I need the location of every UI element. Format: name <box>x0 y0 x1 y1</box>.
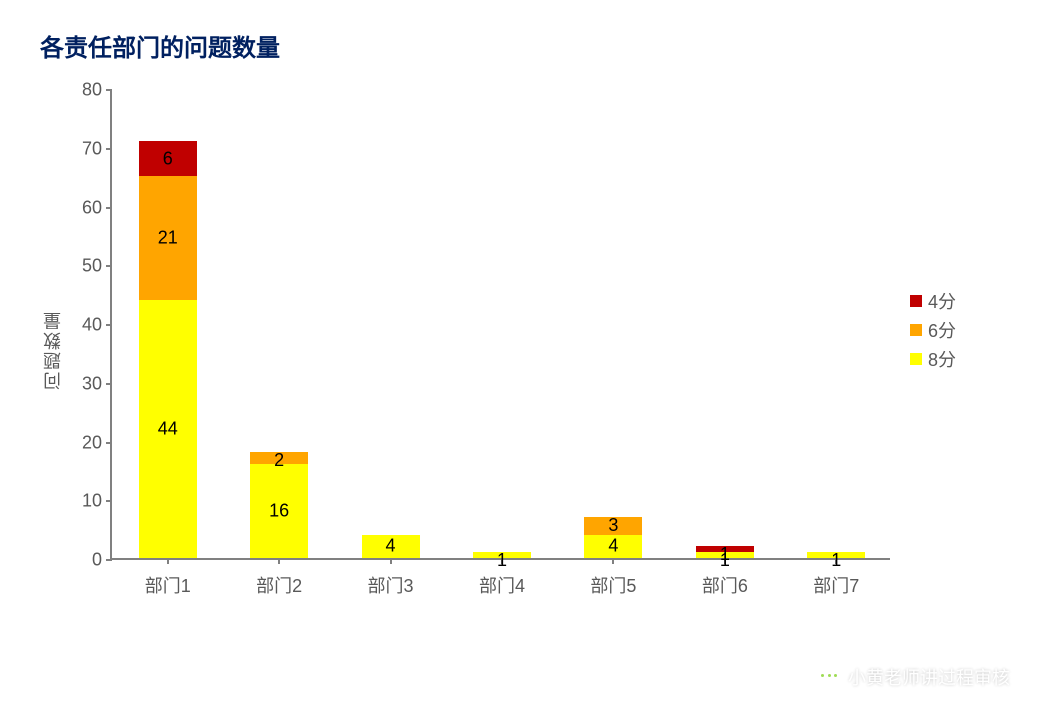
bar-group: 1 <box>807 552 865 558</box>
bar-data-label: 21 <box>158 227 178 248</box>
y-tick-label: 0 <box>62 550 102 571</box>
y-tick-mark <box>106 89 112 91</box>
y-tick-mark <box>106 383 112 385</box>
bar-data-label: 6 <box>163 148 173 169</box>
y-tick-mark <box>106 324 112 326</box>
bar-data-label: 1 <box>720 544 730 565</box>
bar-group: 4 <box>362 535 420 559</box>
chart-title: 各责任部门的问题数量 <box>40 28 280 63</box>
watermark-text: 小黄老师讲过程审核 <box>848 664 1010 690</box>
x-tick-label: 部门4 <box>479 572 525 598</box>
bar-data-label: 4 <box>608 536 618 557</box>
x-tick-label: 部门1 <box>145 572 191 598</box>
x-tick-label: 部门3 <box>368 572 414 598</box>
y-tick-label: 40 <box>62 315 102 336</box>
y-tick-label: 50 <box>62 256 102 277</box>
bar-group: 43 <box>584 517 642 558</box>
x-tick-label: 部门5 <box>590 572 636 598</box>
y-tick-label: 30 <box>62 373 102 394</box>
bar-segment: 3 <box>584 517 642 535</box>
legend-swatch <box>910 353 922 365</box>
bar-segment: 1 <box>807 552 865 558</box>
y-tick-mark <box>106 148 112 150</box>
bar-segment: 1 <box>473 552 531 558</box>
bar-segment: 21 <box>139 176 197 299</box>
legend-item: 4分 <box>910 288 956 314</box>
bar-group: 16 2 <box>250 452 308 558</box>
bar-segment: 1 <box>696 546 754 552</box>
legend-item: 8分 <box>910 346 956 372</box>
y-tick-label: 60 <box>62 197 102 218</box>
bar-group: 44 21 6 <box>139 141 197 558</box>
x-tick-label: 部门6 <box>702 572 748 598</box>
legend-swatch <box>910 324 922 336</box>
bar-data-label: 4 <box>386 536 396 557</box>
bar-data-label: 3 <box>608 515 618 536</box>
bar-data-label: 16 <box>269 501 289 522</box>
y-tick-mark <box>106 207 112 209</box>
bar-segment: 44 <box>139 300 197 559</box>
legend-label: 4分 <box>928 288 956 314</box>
y-tick-mark <box>106 500 112 502</box>
y-tick-label: 70 <box>62 138 102 159</box>
y-tick-label: 10 <box>62 491 102 512</box>
y-tick-label: 20 <box>62 432 102 453</box>
legend: 4分 6分 8分 <box>910 285 956 375</box>
bar-group: 1 <box>473 552 531 558</box>
bar-data-label: 44 <box>158 418 178 439</box>
chart: 问题数量 01020304050607080部门144216部门2162部门34… <box>30 80 1010 640</box>
bar-segment: 2 <box>250 452 308 464</box>
x-tick-mark <box>167 558 169 564</box>
y-tick-mark <box>106 442 112 444</box>
bar-data-label: 2 <box>274 450 284 471</box>
x-tick-mark <box>390 558 392 564</box>
bar-segment: 16 <box>250 464 308 558</box>
legend-label: 8分 <box>928 346 956 372</box>
bar-data-label: 1 <box>831 550 841 571</box>
legend-swatch <box>910 295 922 307</box>
x-tick-mark <box>278 558 280 564</box>
legend-item: 6分 <box>910 317 956 343</box>
x-tick-label: 部门2 <box>256 572 302 598</box>
bar-group: 11 <box>696 546 754 558</box>
y-tick-mark <box>106 265 112 267</box>
watermark: 小黄老师讲过程审核 <box>816 664 1010 690</box>
bar-data-label: 1 <box>497 550 507 571</box>
x-tick-mark <box>612 558 614 564</box>
wechat-bubble-icon <box>816 666 842 688</box>
bar-segment: 4 <box>362 535 420 559</box>
bar-segment: 4 <box>584 535 642 559</box>
y-tick-label: 80 <box>62 80 102 101</box>
y-tick-mark <box>106 559 112 561</box>
bar-segment: 6 <box>139 141 197 176</box>
legend-label: 6分 <box>928 317 956 343</box>
plot-area: 01020304050607080部门144216部门2162部门34部门41部… <box>110 90 890 560</box>
x-tick-label: 部门7 <box>813 572 859 598</box>
